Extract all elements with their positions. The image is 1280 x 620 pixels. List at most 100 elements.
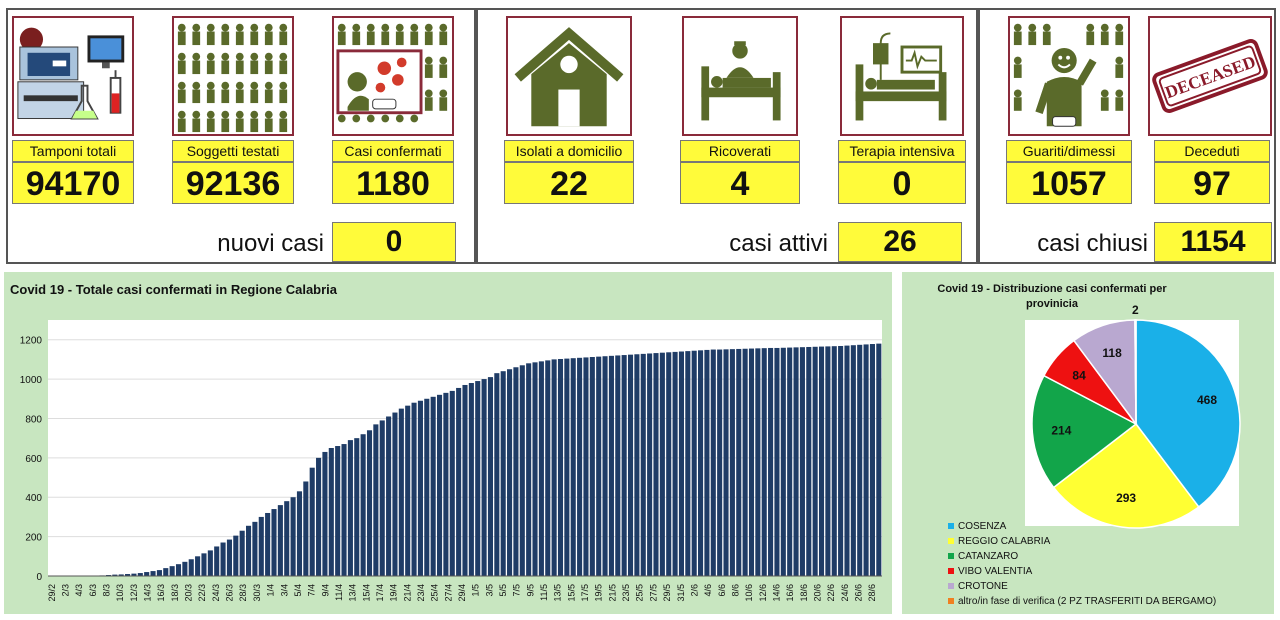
casi-attivi-value: 26 [838,222,962,262]
bar [672,351,678,576]
bar [487,377,494,576]
active-panel: Isolati a domicilio 22 Ricoverati 4 Tera… [476,8,978,264]
bar [405,405,411,576]
bar [793,347,799,576]
stat-label-terapia: Terapia intensiva [838,140,966,162]
x-tick-label: 16/3 [156,584,166,602]
bar [220,542,226,576]
bar [850,345,856,576]
bar [379,420,385,576]
casi-chiusi-label: casi chiusi [1037,230,1148,257]
x-tick-label: 14/6 [771,584,781,602]
bar [627,354,634,576]
bar [748,348,755,576]
card-ricoverati [682,16,798,136]
legend-item: COSENZA [948,521,1006,532]
closed-panel: DECEASED Guariti/dimessi 1057 Deceduti 9… [978,8,1276,264]
deceased-stamp-icon: DECEASED [1152,39,1268,113]
stat-value-ricoverati: 4 [680,162,800,204]
bar [538,361,544,576]
bar [825,346,831,576]
legend-swatch [948,523,954,530]
x-tick-label: 25/4 [430,584,440,602]
intensive-care-icon [855,32,947,121]
bar [838,345,844,576]
casi-chiusi-value: 1154 [1154,222,1272,262]
bar [182,561,188,576]
bar [360,434,366,576]
bar [685,351,691,576]
bar [118,574,124,576]
bar [214,546,220,576]
pie-data-label: 118 [1102,346,1122,360]
bar [634,354,640,576]
bar [271,509,277,576]
x-tick-label: 29/5 [662,584,672,602]
pie-slice [1135,319,1241,509]
bar [430,396,436,576]
bar [570,358,576,576]
x-tick-label: 29/2 [47,584,57,602]
house-icon [514,27,624,127]
bar [456,387,462,576]
bar [780,347,786,576]
bar [265,512,271,576]
bar [596,356,602,576]
y-tick-label: 800 [25,414,42,425]
x-tick-label: 4/6 [703,584,713,597]
legend-item: altro/in fase di verifica (2 PZ TRASFERI… [948,596,1216,607]
bar [583,357,589,576]
legend-item: CATANZARO [948,551,1018,562]
bar [207,550,213,576]
legend-label: VIBO VALENTIA [958,566,1033,577]
bar [659,352,665,576]
bar [258,516,264,576]
bar [532,362,538,576]
x-tick-label: 20/6 [812,584,822,602]
bar [386,416,392,576]
pie-data-label: 214 [1051,424,1071,438]
x-tick-label: 3/5 [484,584,494,597]
x-tick-label: 27/5 [648,584,658,602]
bar [710,349,716,576]
x-tick-label: 11/4 [334,584,344,601]
stat-label-isolati: Isolati a domicilio [504,140,634,162]
bar [201,553,207,576]
x-tick-label: 10/6 [744,584,754,602]
x-tick-label: 23/4 [416,584,426,602]
bar [602,356,608,576]
stat-value-guariti: 1057 [1006,162,1132,204]
x-tick-label: 19/5 [594,584,604,602]
bar [768,347,774,576]
bar [156,570,162,576]
x-tick-label: 11/5 [539,584,549,601]
y-tick-label: 1200 [20,336,43,347]
bar [844,345,850,576]
bar [647,353,653,576]
legend-swatch [948,553,954,560]
legend-item: VIBO VALENTIA [948,566,1032,577]
bar [144,572,150,576]
stat-value-isolati: 22 [504,162,634,204]
card-isolati [506,16,632,136]
bar [347,440,353,576]
x-tick-label: 18/3 [170,584,180,602]
bar [615,355,621,576]
x-tick-label: 15/4 [361,584,371,602]
stat-value-soggetti: 92136 [172,162,294,204]
x-tick-label: 19/4 [389,584,399,602]
bar [316,457,322,576]
bar [366,430,373,576]
bar [239,530,245,576]
legend-label: REGGIO CALABRIA [958,536,1051,547]
bar [322,451,328,576]
bar [678,351,684,576]
virus-icon [336,23,448,123]
bar [545,360,551,576]
legend-swatch [948,538,954,545]
bar [551,359,557,576]
bar [163,568,169,576]
bar [761,348,767,576]
bar [799,347,805,576]
